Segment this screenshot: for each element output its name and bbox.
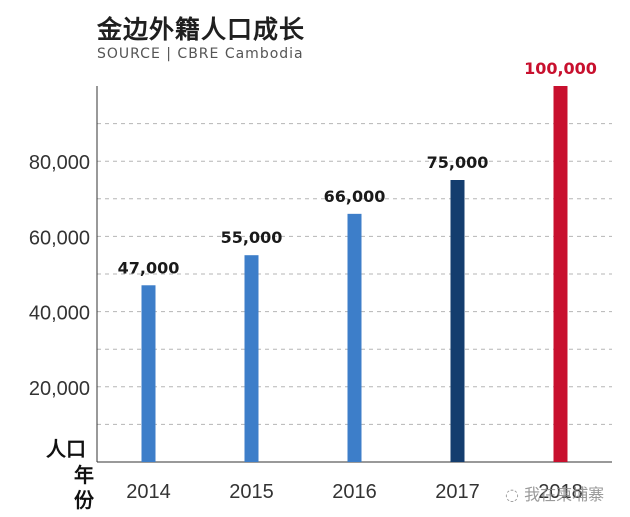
value-label-2017: 75,000 bbox=[427, 153, 489, 172]
watermark-logo: ◌ 我在柬埔寨 bbox=[505, 481, 604, 505]
y-tick-label: 60,000 bbox=[29, 227, 90, 249]
x-axis-title-char: 份 bbox=[74, 488, 95, 512]
bar-2016 bbox=[347, 213, 362, 462]
bar-2015 bbox=[244, 255, 259, 462]
value-label-2016: 66,000 bbox=[324, 187, 386, 206]
value-label-2015: 55,000 bbox=[221, 228, 283, 247]
x-tick-label-2017: 2017 bbox=[435, 481, 480, 503]
x-tick-label-2014: 2014 bbox=[126, 481, 171, 503]
x-tick-label-2018: 2018 bbox=[538, 481, 583, 503]
y-tick-label: 20,000 bbox=[29, 378, 90, 400]
bar-2017 bbox=[450, 180, 465, 462]
wechat-icon: ◌ bbox=[505, 485, 519, 504]
y-tick-label: 80,000 bbox=[29, 152, 90, 174]
y-tick-label: 40,000 bbox=[29, 303, 90, 325]
x-axis-title-char: 年 bbox=[74, 463, 94, 487]
y-axis-title: 人口 bbox=[46, 437, 86, 461]
value-label-2018: 100,000 bbox=[524, 59, 597, 78]
value-label-2014: 47,000 bbox=[118, 258, 180, 277]
watermark-text: 我在柬埔寨 bbox=[524, 485, 605, 504]
x-tick-label-2016: 2016 bbox=[332, 481, 377, 503]
source-caption: SOURCE | CBRE Cambodia bbox=[97, 46, 304, 62]
chart-title: 金边外籍人口成长 bbox=[97, 15, 306, 44]
bar-2014 bbox=[141, 285, 156, 462]
x-tick-label-2015: 2015 bbox=[229, 481, 274, 503]
bar-2018 bbox=[553, 86, 568, 462]
